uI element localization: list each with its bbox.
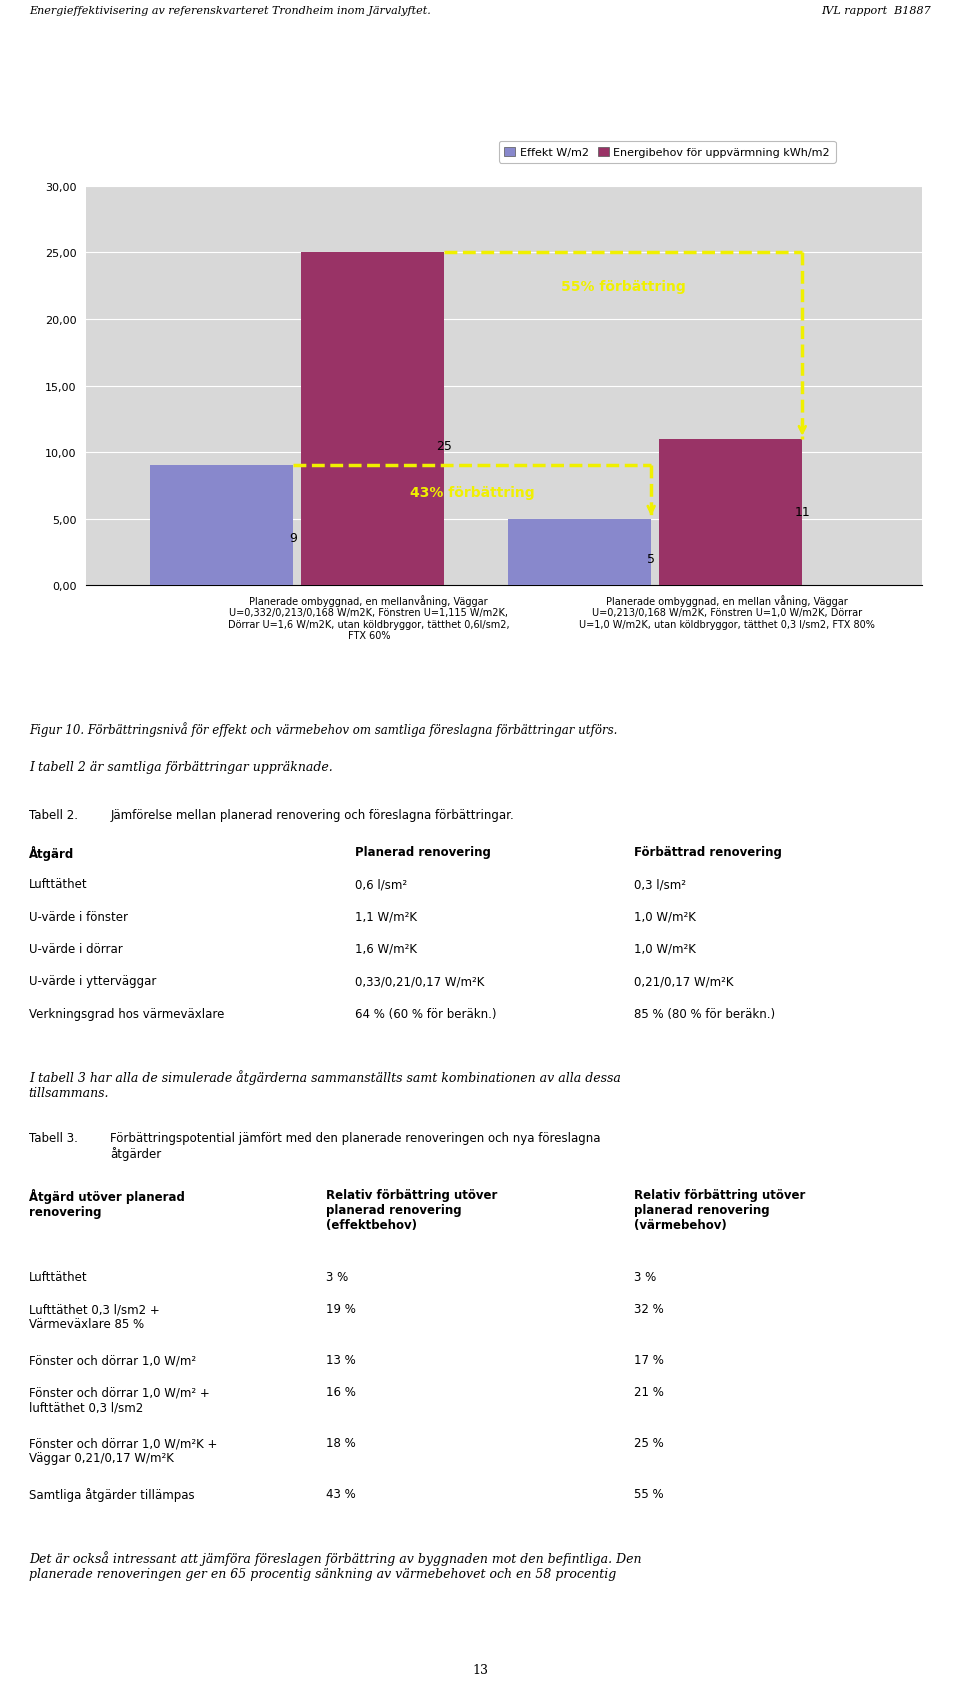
Text: 64 % (60 % för beräkn.): 64 % (60 % för beräkn.) — [355, 1007, 496, 1020]
Text: Förbättrad renovering: Förbättrad renovering — [634, 846, 781, 859]
Text: Förbättringspotential jämfört med den planerade renoveringen och nya föreslagna
: Förbättringspotential jämfört med den pl… — [110, 1131, 601, 1160]
Text: Tabell 2.: Tabell 2. — [29, 808, 78, 822]
Text: 21 %: 21 % — [634, 1386, 663, 1399]
Text: 17 %: 17 % — [634, 1353, 663, 1367]
Text: 55% förbättring: 55% förbättring — [561, 280, 685, 294]
Text: Relativ förbättring utöver
planerad renovering
(värmebehov): Relativ förbättring utöver planerad reno… — [634, 1189, 805, 1231]
Text: 85 % (80 % för beräkn.): 85 % (80 % för beräkn.) — [634, 1007, 775, 1020]
Text: 25: 25 — [437, 440, 452, 453]
Text: Verkningsgrad hos värmeväxlare: Verkningsgrad hos värmeväxlare — [29, 1007, 225, 1020]
Text: Tabell 3.: Tabell 3. — [29, 1131, 78, 1144]
Text: I tabell 3 har alla de simulerade åtgärderna sammanställts samt kombinationen av: I tabell 3 har alla de simulerade åtgärd… — [29, 1070, 621, 1100]
Bar — [660, 440, 803, 586]
Text: 3 %: 3 % — [634, 1270, 656, 1284]
Text: Lufttäthet 0,3 l/sm2 +
Värmeväxlare 85 %: Lufttäthet 0,3 l/sm2 + Värmeväxlare 85 % — [29, 1302, 159, 1330]
Text: Fönster och dörrar 1,0 W/m²K +
Väggar 0,21/0,17 W/m²K: Fönster och dörrar 1,0 W/m²K + Väggar 0,… — [29, 1437, 217, 1464]
Text: 1,1 W/m²K: 1,1 W/m²K — [355, 910, 418, 924]
Text: 43% förbättring: 43% förbättring — [410, 486, 535, 499]
Text: 5: 5 — [647, 554, 655, 565]
Text: IVL rapport  B1887: IVL rapport B1887 — [822, 7, 931, 15]
Text: 1,6 W/m²K: 1,6 W/m²K — [355, 942, 418, 956]
Text: Lufttäthet: Lufttäthet — [29, 1270, 87, 1284]
Text: 3 %: 3 % — [326, 1270, 348, 1284]
Text: Planerade ombyggnad, en mellan våning, Väggar
U=0,213/0,168 W/m2K, Fönstren U=1,: Planerade ombyggnad, en mellan våning, V… — [579, 594, 875, 630]
Text: Samtliga åtgärder tillämpas: Samtliga åtgärder tillämpas — [29, 1487, 195, 1501]
Text: U-värde i ytterväggar: U-värde i ytterväggar — [29, 975, 156, 988]
Text: 32 %: 32 % — [634, 1302, 663, 1316]
Bar — [301, 253, 444, 586]
Text: 13 %: 13 % — [326, 1353, 356, 1367]
Text: Fönster och dörrar 1,0 W/m²: Fönster och dörrar 1,0 W/m² — [29, 1353, 196, 1367]
Bar — [150, 465, 293, 586]
Text: 1,0 W/m²K: 1,0 W/m²K — [634, 942, 695, 956]
Text: Lufttäthet: Lufttäthet — [29, 878, 87, 891]
Text: 0,3 l/sm²: 0,3 l/sm² — [634, 878, 685, 891]
Text: I tabell 2 är samtliga förbättringar uppräknade.: I tabell 2 är samtliga förbättringar upp… — [29, 761, 332, 774]
Text: 11: 11 — [795, 506, 810, 520]
Text: Åtgärd utöver planerad
renovering: Åtgärd utöver planerad renovering — [29, 1189, 184, 1219]
Text: 43 %: 43 % — [326, 1487, 356, 1501]
Text: 0,21/0,17 W/m²K: 0,21/0,17 W/m²K — [634, 975, 733, 988]
Legend: Effekt W/m2, Energibehov för uppvärmning kWh/m2: Effekt W/m2, Energibehov för uppvärmning… — [499, 143, 835, 163]
Text: Det är också intressant att jämföra föreslagen förbättring av byggnaden mot den : Det är också intressant att jämföra före… — [29, 1550, 641, 1581]
Text: 16 %: 16 % — [326, 1386, 356, 1399]
Text: 13: 13 — [472, 1662, 488, 1676]
Text: Planerad renovering: Planerad renovering — [355, 846, 492, 859]
Text: 0,33/0,21/0,17 W/m²K: 0,33/0,21/0,17 W/m²K — [355, 975, 485, 988]
Text: Åtgärd: Åtgärd — [29, 846, 74, 861]
Text: Figur 10. Förbättringsnivå för effekt och värmebehov om samtliga föreslagna förb: Figur 10. Förbättringsnivå för effekt oc… — [29, 722, 617, 737]
Text: 9: 9 — [289, 531, 298, 545]
Text: U-värde i dörrar: U-värde i dörrar — [29, 942, 123, 956]
Text: Jämförelse mellan planerad renovering och föreslagna förbättringar.: Jämförelse mellan planerad renovering oc… — [110, 808, 515, 822]
Bar — [508, 520, 651, 586]
Text: Relativ förbättring utöver
planerad renovering
(effektbehov): Relativ förbättring utöver planerad reno… — [326, 1189, 498, 1231]
Text: 0,6 l/sm²: 0,6 l/sm² — [355, 878, 407, 891]
Text: 19 %: 19 % — [326, 1302, 356, 1316]
Text: 18 %: 18 % — [326, 1437, 356, 1450]
Text: Fönster och dörrar 1,0 W/m² +
lufttäthet 0,3 l/sm2: Fönster och dörrar 1,0 W/m² + lufttäthet… — [29, 1386, 209, 1413]
Text: Planerade ombyggnad, en mellanvåning, Väggar
U=0,332/0,213/0,168 W/m2K, Fönstren: Planerade ombyggnad, en mellanvåning, Vä… — [228, 594, 510, 640]
Text: 55 %: 55 % — [634, 1487, 663, 1501]
Text: 25 %: 25 % — [634, 1437, 663, 1450]
Text: Energieffektivisering av referenskvarteret Trondheim inom Järvalyftet.: Energieffektivisering av referenskvarter… — [29, 7, 430, 15]
Text: 1,0 W/m²K: 1,0 W/m²K — [634, 910, 695, 924]
Text: U-värde i fönster: U-värde i fönster — [29, 910, 128, 924]
